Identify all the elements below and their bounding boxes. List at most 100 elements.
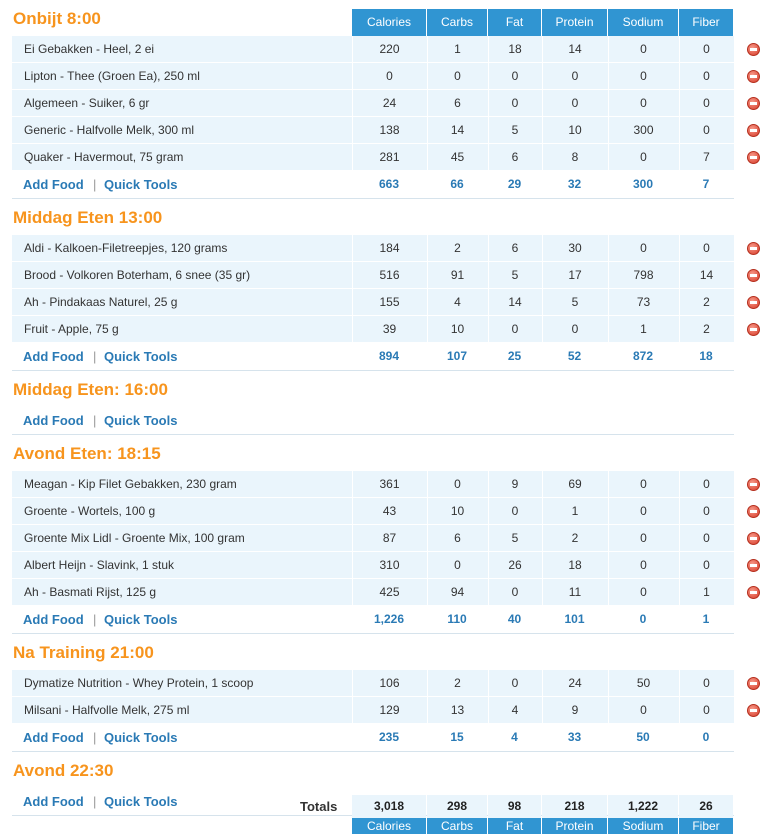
food-row-wrap: Dymatize Nutrition - Whey Protein, 1 sco… [0, 670, 778, 697]
food-name: Aldi - Kalkoen-Filetreepjes, 120 grams [24, 241, 228, 255]
food-row-wrap: Ah - Pindakaas Naturel, 25 g 155 4 14 5 73 2 [0, 289, 778, 316]
delete-icon[interactable] [747, 124, 760, 137]
food-calories: 39 [352, 316, 426, 343]
food-sodium: 0 [608, 90, 678, 117]
grand-total-fat: 98 [488, 795, 541, 818]
delete-icon[interactable] [747, 242, 760, 255]
food-fiber: 0 [679, 63, 733, 90]
food-name: Ei Gebakken - Heel, 2 ei [24, 42, 155, 56]
food-fat: 0 [488, 498, 541, 525]
food-fat: 0 [488, 316, 541, 343]
quick-tools-link[interactable]: Quick Tools [104, 730, 178, 745]
delete-icon[interactable] [747, 505, 760, 518]
delete-icon[interactable] [747, 97, 760, 110]
meal-total-fat: 40 [507, 612, 522, 626]
food-protein: 30 [542, 235, 607, 262]
delete-icon[interactable] [747, 296, 760, 309]
meal-total-carbs: 110 [447, 612, 467, 626]
link-separator: | [93, 794, 97, 809]
food-fiber: 0 [679, 471, 733, 498]
meal-title: Middag Eten 13:00 [13, 208, 163, 227]
food-sodium: 73 [608, 289, 678, 316]
food-sodium: 0 [608, 471, 678, 498]
food-protein: 11 [542, 579, 607, 606]
food-fiber: 0 [679, 36, 733, 63]
delete-icon[interactable] [747, 70, 760, 83]
col-header-sodium: Sodium [608, 9, 678, 36]
food-row: Groente Mix Lidl - Groente Mix, 100 gram… [12, 525, 734, 552]
food-fiber: 1 [679, 579, 733, 606]
delete-icon[interactable] [747, 586, 760, 599]
food-row: Milsani - Halfvolle Melk, 275 ml 129 13 4 9 0… [12, 697, 734, 724]
food-row: Brood - Volkoren Boterham, 6 snee (35 gr… [12, 262, 734, 289]
footer-col-fiber: Fiber [679, 818, 733, 834]
food-fiber: 0 [679, 117, 733, 144]
food-row: Ah - Pindakaas Naturel, 25 g 155 4 14 5 73 2 [12, 289, 734, 316]
add-food-link[interactable]: Add Food [23, 794, 84, 809]
delete-icon[interactable] [747, 43, 760, 56]
food-calories: 24 [352, 90, 426, 117]
meal-actions-row: Add Food | Quick Tools 894 107 25 52 872 18 [12, 343, 734, 371]
meal-total-fiber: 1 [702, 612, 710, 626]
food-fiber: 7 [679, 144, 733, 171]
quick-tools-link[interactable]: Quick Tools [104, 794, 178, 809]
grand-totals-label: Totals [300, 799, 338, 814]
add-food-link[interactable]: Add Food [23, 177, 84, 192]
food-carbs: 10 [427, 498, 487, 525]
meal-total-protein: 101 [564, 612, 585, 626]
add-food-link[interactable]: Add Food [23, 612, 84, 627]
grand-total-protein: 218 [542, 795, 607, 818]
food-fat: 0 [488, 90, 541, 117]
food-carbs: 0 [427, 471, 487, 498]
quick-tools-link[interactable]: Quick Tools [104, 413, 178, 428]
food-name: Groente - Wortels, 100 g [24, 504, 156, 518]
food-protein: 14 [542, 36, 607, 63]
food-fiber: 0 [679, 498, 733, 525]
footer-col-protein: Protein [542, 818, 607, 834]
food-calories: 155 [352, 289, 426, 316]
footer-col-calories: Calories [352, 818, 426, 834]
meal-section: Na Training 21:00 Dymatize Nutrition - Wh… [0, 634, 778, 752]
delete-icon[interactable] [747, 478, 760, 491]
add-food-link[interactable]: Add Food [23, 413, 84, 428]
food-sodium: 0 [608, 36, 678, 63]
link-separator: | [93, 730, 97, 745]
delete-icon[interactable] [747, 704, 760, 717]
delete-icon[interactable] [747, 559, 760, 572]
food-carbs: 94 [427, 579, 487, 606]
food-row: Ei Gebakken - Heel, 2 ei 220 1 18 14 0 0 [12, 36, 734, 63]
delete-icon[interactable] [747, 532, 760, 545]
meal-total-fat: 29 [507, 177, 522, 191]
food-sodium: 0 [608, 697, 678, 724]
food-carbs: 10 [427, 316, 487, 343]
meal-total-sodium: 50 [636, 730, 650, 744]
meal-section: Avond Eten: 18:15 Meagan - Kip Filet Geba… [0, 435, 778, 634]
food-fat: 5 [488, 117, 541, 144]
quick-tools-link[interactable]: Quick Tools [104, 177, 178, 192]
delete-icon[interactable] [747, 323, 760, 336]
meal-total-fiber: 0 [702, 730, 710, 744]
food-sodium: 300 [608, 117, 678, 144]
meal-total-fat: 25 [507, 349, 522, 363]
quick-tools-link[interactable]: Quick Tools [104, 612, 178, 627]
food-calories: 516 [352, 262, 426, 289]
delete-icon[interactable] [747, 151, 760, 164]
quick-tools-link[interactable]: Quick Tools [104, 349, 178, 364]
food-name: Quaker - Havermout, 75 gram [24, 150, 184, 164]
delete-icon[interactable] [747, 677, 760, 690]
food-fat: 14 [488, 289, 541, 316]
food-fiber: 2 [679, 316, 733, 343]
meal-title: Middag Eten: 16:00 [13, 380, 168, 399]
meal-header: Avond 22:30 [0, 752, 778, 788]
add-food-link[interactable]: Add Food [23, 730, 84, 745]
food-calories: 310 [352, 552, 426, 579]
food-sodium: 798 [608, 262, 678, 289]
meal-actions-row: Add Food | Quick Tools [12, 407, 734, 435]
food-fiber: 0 [679, 552, 733, 579]
food-row: Groente - Wortels, 100 g 43 10 0 1 0 0 [12, 498, 734, 525]
add-food-link[interactable]: Add Food [23, 349, 84, 364]
food-calories: 43 [352, 498, 426, 525]
food-carbs: 2 [427, 670, 487, 697]
delete-icon[interactable] [747, 269, 760, 282]
food-carbs: 45 [427, 144, 487, 171]
